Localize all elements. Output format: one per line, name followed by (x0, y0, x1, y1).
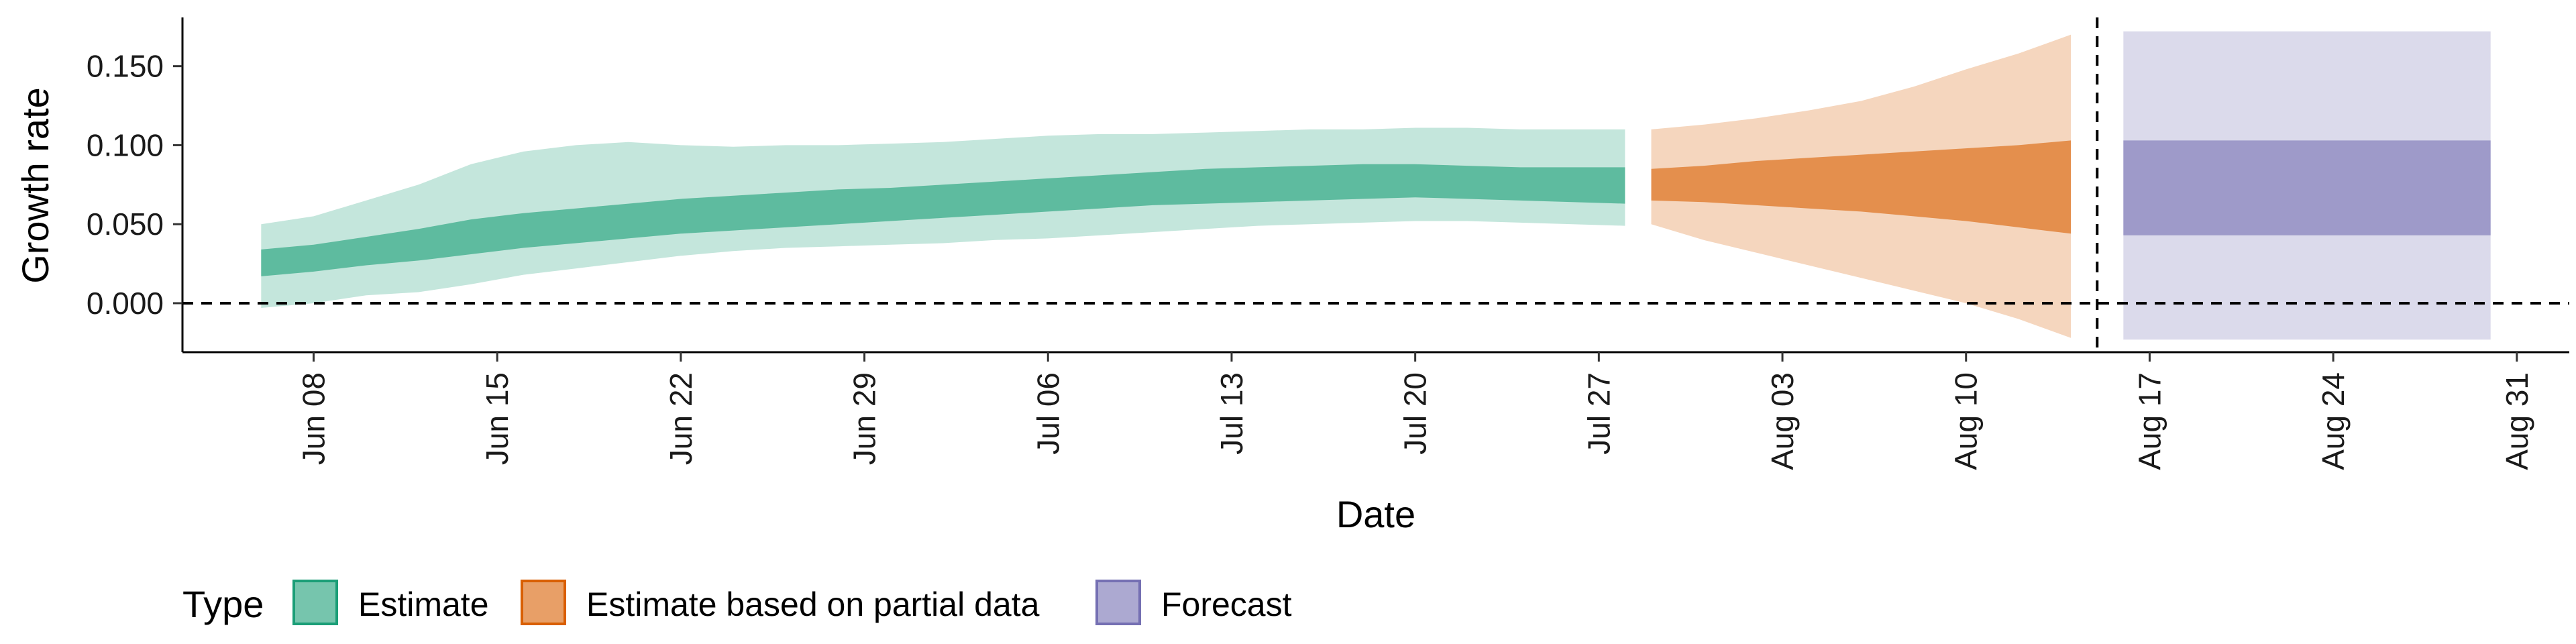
x-tick-label: Aug 24 (2316, 372, 2351, 470)
y-axis-title: Growth rate (14, 87, 56, 284)
y-tick-label: 0.150 (87, 49, 164, 84)
x-tick-label: Jun 15 (480, 372, 515, 465)
x-tick-label: Jun 22 (663, 372, 698, 465)
forecast-legend-label: Forecast (1161, 586, 1292, 623)
y-tick-label: 0.050 (87, 207, 164, 241)
x-tick-label: Jul 13 (1214, 372, 1249, 455)
x-axis-title: Date (1336, 493, 1415, 535)
forecast-legend-key (1095, 580, 1141, 625)
reference-lines (182, 17, 2569, 352)
bands-layer (261, 31, 2491, 340)
legend: Type Estimate Estimate based on partial d… (182, 580, 1292, 625)
x-tick-label: Jul 20 (1398, 372, 1433, 455)
x-tick-label: Aug 03 (1765, 372, 1800, 470)
estimate-legend-label: Estimate (358, 586, 489, 623)
x-tick-label: Aug 10 (1949, 372, 1984, 470)
estimate-legend-key (292, 580, 338, 625)
x-tick-label: Aug 17 (2132, 372, 2167, 470)
x-tick-label: Jun 08 (297, 372, 331, 465)
x-tick-label: Jul 27 (1581, 372, 1616, 455)
forecast-inner-band (2123, 140, 2491, 235)
estimate-inner-band (261, 164, 1625, 276)
x-tick-label: Jul 06 (1030, 372, 1065, 455)
y-tick-label: 0.000 (87, 286, 164, 321)
estimate-based-on-partial-data-legend-key (521, 580, 566, 625)
x-tick-label: Jun 29 (847, 372, 882, 465)
y-tick-label: 0.100 (87, 127, 164, 162)
legend-title: Type (182, 583, 264, 625)
x-tick-label: Aug 31 (2500, 372, 2534, 470)
axes (181, 17, 2569, 354)
tick-layer: 0.000 0.050 0.100 0.150 Jun 08 Jun 15 Jun 22 Ju… (87, 49, 2534, 470)
estimate-based-on-partial-data-legend-label: Estimate based on partial data (586, 586, 1040, 623)
estimate-based-on-partial-data-inner-band (1651, 140, 2072, 234)
